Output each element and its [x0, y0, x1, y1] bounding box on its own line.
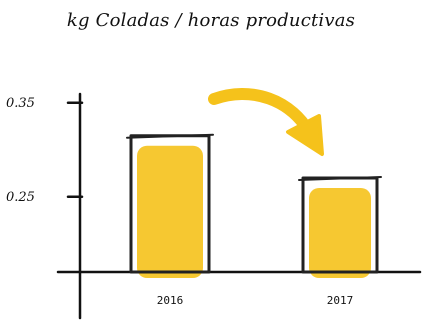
bar-top-sketch-line	[298, 176, 382, 181]
y-tick-label: 0.35	[6, 96, 35, 111]
bar-top-sketch-line	[126, 133, 214, 139]
bar-fill-scribble	[137, 145, 203, 278]
chart-title: kg Coladas / horas productivas	[66, 10, 356, 31]
trend-arrow-head	[286, 114, 324, 156]
y-tick-label: 0.25	[6, 190, 35, 205]
bar-fill-scribble	[309, 188, 371, 278]
x-tick-label: 2017	[327, 294, 354, 307]
x-tick-label: 2016	[157, 294, 184, 307]
